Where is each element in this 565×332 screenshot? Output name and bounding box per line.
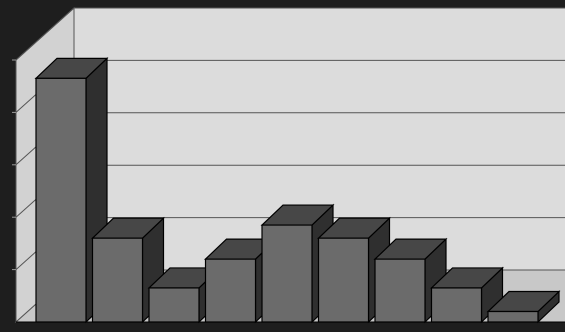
bar [430, 266, 504, 324]
bars [16, 56, 565, 324]
bar-front [430, 287, 483, 323]
bar-front [317, 237, 370, 323]
bar-front [148, 287, 200, 323]
bar-front [374, 258, 426, 323]
bar-front [204, 258, 257, 323]
bar-front [261, 224, 313, 323]
bar-front [487, 310, 539, 323]
bar-front [91, 237, 144, 323]
gridline-side [15, 7, 75, 61]
bar-front [35, 77, 87, 323]
